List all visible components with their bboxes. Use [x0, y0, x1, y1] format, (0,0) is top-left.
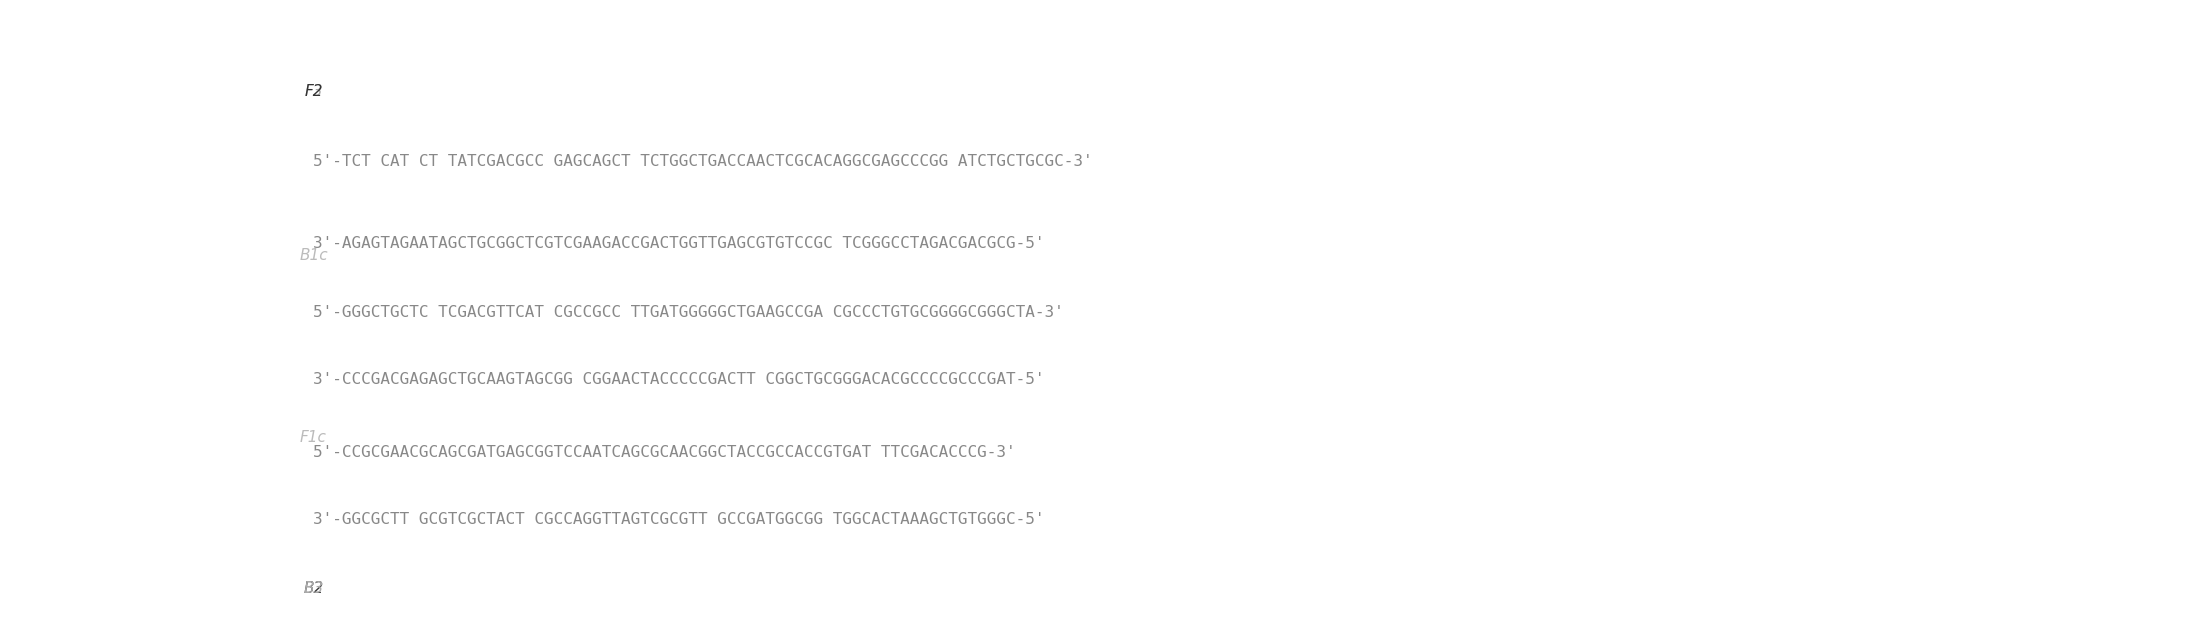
Text: 3'-AGAGTAGAATAGCTGCGGCTCGTCGAAGACCGACTGGTTGAGCGTGTCCGC TCGGGCCTAGACGACGCG-5': 3'-AGAGTAGAATAGCTGCGGCTCGTCGAAGACCGACTGG… [312, 235, 1045, 251]
Text: B1c: B1c [299, 248, 328, 263]
Text: 3'-CCCGACGAGAGCTGCAAGTAGCGG CGGAACTACCCCCGACTT CGGCTGCGGGACACGCCCCGCCCGAT-5': 3'-CCCGACGAGAGCTGCAAGTAGCGG CGGAACTACCCC… [312, 373, 1045, 388]
Text: 5'-CCGCGAACGCAGCGATGAGCGGTCCAATCAGCGCAACGGCTACCGCCACCGTGAT TTCGACACCCG-3': 5'-CCGCGAACGCAGCGATGAGCGGTCCAATCAGCGCAAC… [312, 444, 1014, 459]
Text: F2: F2 [304, 84, 323, 99]
Text: F3: F3 [304, 84, 323, 99]
Text: 5'-GGGCTGCTC TCGACGTTCAT CGCCGCC TTGATGGGGGCTGAAGCCGA CGCCCTGTGCGGGGCGGGCTA-3': 5'-GGGCTGCTC TCGACGTTCAT CGCCGCC TTGATGG… [312, 305, 1063, 320]
Text: B3: B3 [304, 582, 323, 597]
Text: B2: B2 [304, 582, 323, 597]
Text: 3'-GGCGCTT GCGTCGCTACT CGCCAGGTTAGTCGCGTT GCCGATGGCGG TGGCACTAAAGCTGTGGGC-5': 3'-GGCGCTT GCGTCGCTACT CGCCAGGTTAGTCGCGT… [312, 512, 1045, 527]
Text: F1c: F1c [299, 430, 328, 445]
Text: 5'-TCT CAT CT TATCGACGCC GAGCAGCT TCTGGCTGACCAACTCGCACAGGCGAGCCCGG ATCTGCTGCGC-3: 5'-TCT CAT CT TATCGACGCC GAGCAGCT TCTGGC… [312, 154, 1091, 169]
